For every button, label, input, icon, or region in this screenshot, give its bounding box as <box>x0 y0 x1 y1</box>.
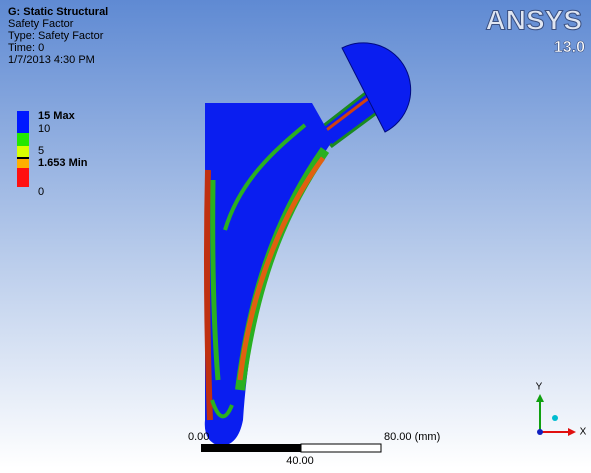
legend-swatch <box>17 111 29 133</box>
legend-swatch <box>17 157 29 159</box>
header-line: Time: 0 <box>8 42 44 54</box>
background <box>0 0 591 468</box>
legend-swatch <box>17 146 29 157</box>
header-line: Safety Factor <box>8 18 74 30</box>
legend-label: 10 <box>38 123 50 135</box>
header-title: G: Static Structural <box>8 6 108 18</box>
axis-z <box>537 429 543 435</box>
legend-swatch <box>17 159 29 168</box>
scale-label: 80.00 (mm) <box>384 431 440 443</box>
header-line: Type: Safety Factor <box>8 30 104 42</box>
logo-version: 13.0 <box>554 39 585 56</box>
legend-swatch <box>17 133 29 146</box>
header-line: 1/7/2013 4:30 PM <box>8 54 95 66</box>
legend-swatch <box>17 168 29 187</box>
scale-label: 0.00 <box>188 431 209 443</box>
scale-segment <box>301 444 381 452</box>
scale-label: 40.00 <box>286 455 314 467</box>
viewport: G: Static Structural Safety Factor Type:… <box>0 0 591 468</box>
legend-label: 15 Max <box>38 110 76 122</box>
triad-label: X <box>580 427 587 438</box>
view-dot <box>552 415 558 421</box>
logo: ANSYS <box>486 4 582 35</box>
legend-label: 5 <box>38 145 44 157</box>
legend-label: 1.653 Min <box>38 157 88 169</box>
scale-segment <box>201 444 301 452</box>
legend-label: 0 <box>38 186 44 198</box>
triad-label: Y <box>536 382 543 393</box>
stress-left <box>207 170 210 420</box>
